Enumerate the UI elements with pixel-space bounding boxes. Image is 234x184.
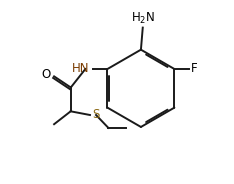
Text: H$_2$N: H$_2$N (131, 11, 155, 26)
Text: F: F (191, 63, 197, 75)
Text: S: S (93, 109, 100, 121)
Text: HN: HN (72, 63, 89, 75)
Text: O: O (41, 68, 50, 81)
